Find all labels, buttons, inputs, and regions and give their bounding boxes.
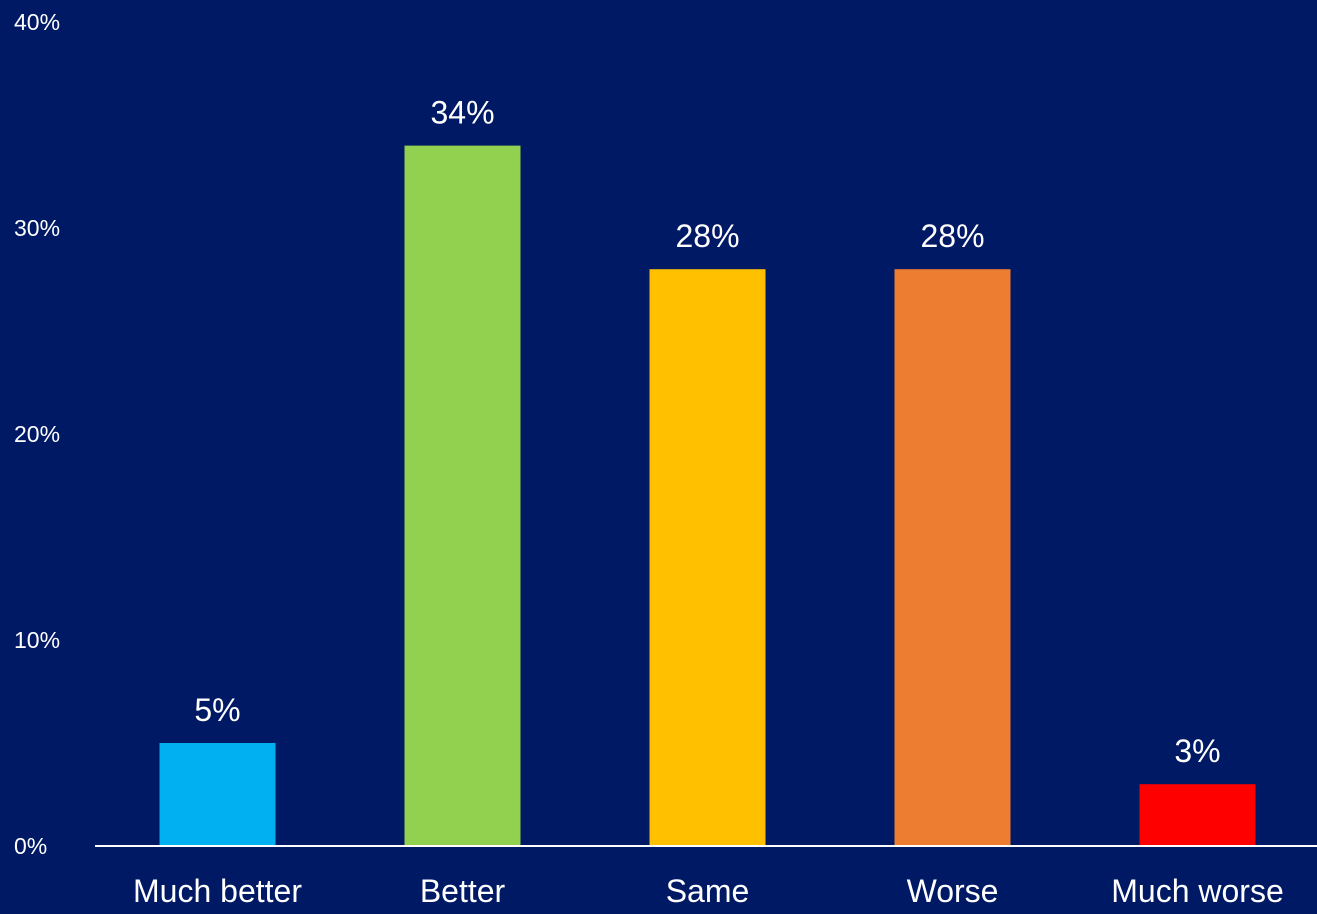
data-label: 5% xyxy=(194,692,240,728)
data-label: 3% xyxy=(1174,733,1220,769)
data-label: 34% xyxy=(430,95,494,131)
data-label: 28% xyxy=(675,218,739,254)
y-axis-tick-labels: 0% 10% 20% 30% 40% xyxy=(14,9,60,859)
data-label: 28% xyxy=(920,218,984,254)
bar-worse xyxy=(894,269,1011,846)
bars-group xyxy=(159,145,1256,847)
x-tick-label: Worse xyxy=(907,873,999,909)
y-tick-label: 20% xyxy=(14,421,60,447)
y-tick-label: 30% xyxy=(14,215,60,241)
y-tick-label: 40% xyxy=(14,9,60,35)
x-tick-label: Better xyxy=(420,873,506,909)
y-tick-label: 0% xyxy=(14,833,47,859)
bar-much-worse xyxy=(1139,784,1256,846)
x-tick-label: Much better xyxy=(133,873,302,909)
y-tick-label: 10% xyxy=(14,627,60,653)
data-labels-group: 5% 34% 28% 28% 3% xyxy=(194,95,1220,770)
bar-better xyxy=(404,145,521,847)
x-tick-label: Same xyxy=(666,873,750,909)
x-axis-tick-labels: Much better Better Same Worse Much worse xyxy=(133,873,1284,909)
bar-much-better xyxy=(159,743,276,846)
x-tick-label: Much worse xyxy=(1111,873,1284,909)
bar-same xyxy=(649,269,766,846)
